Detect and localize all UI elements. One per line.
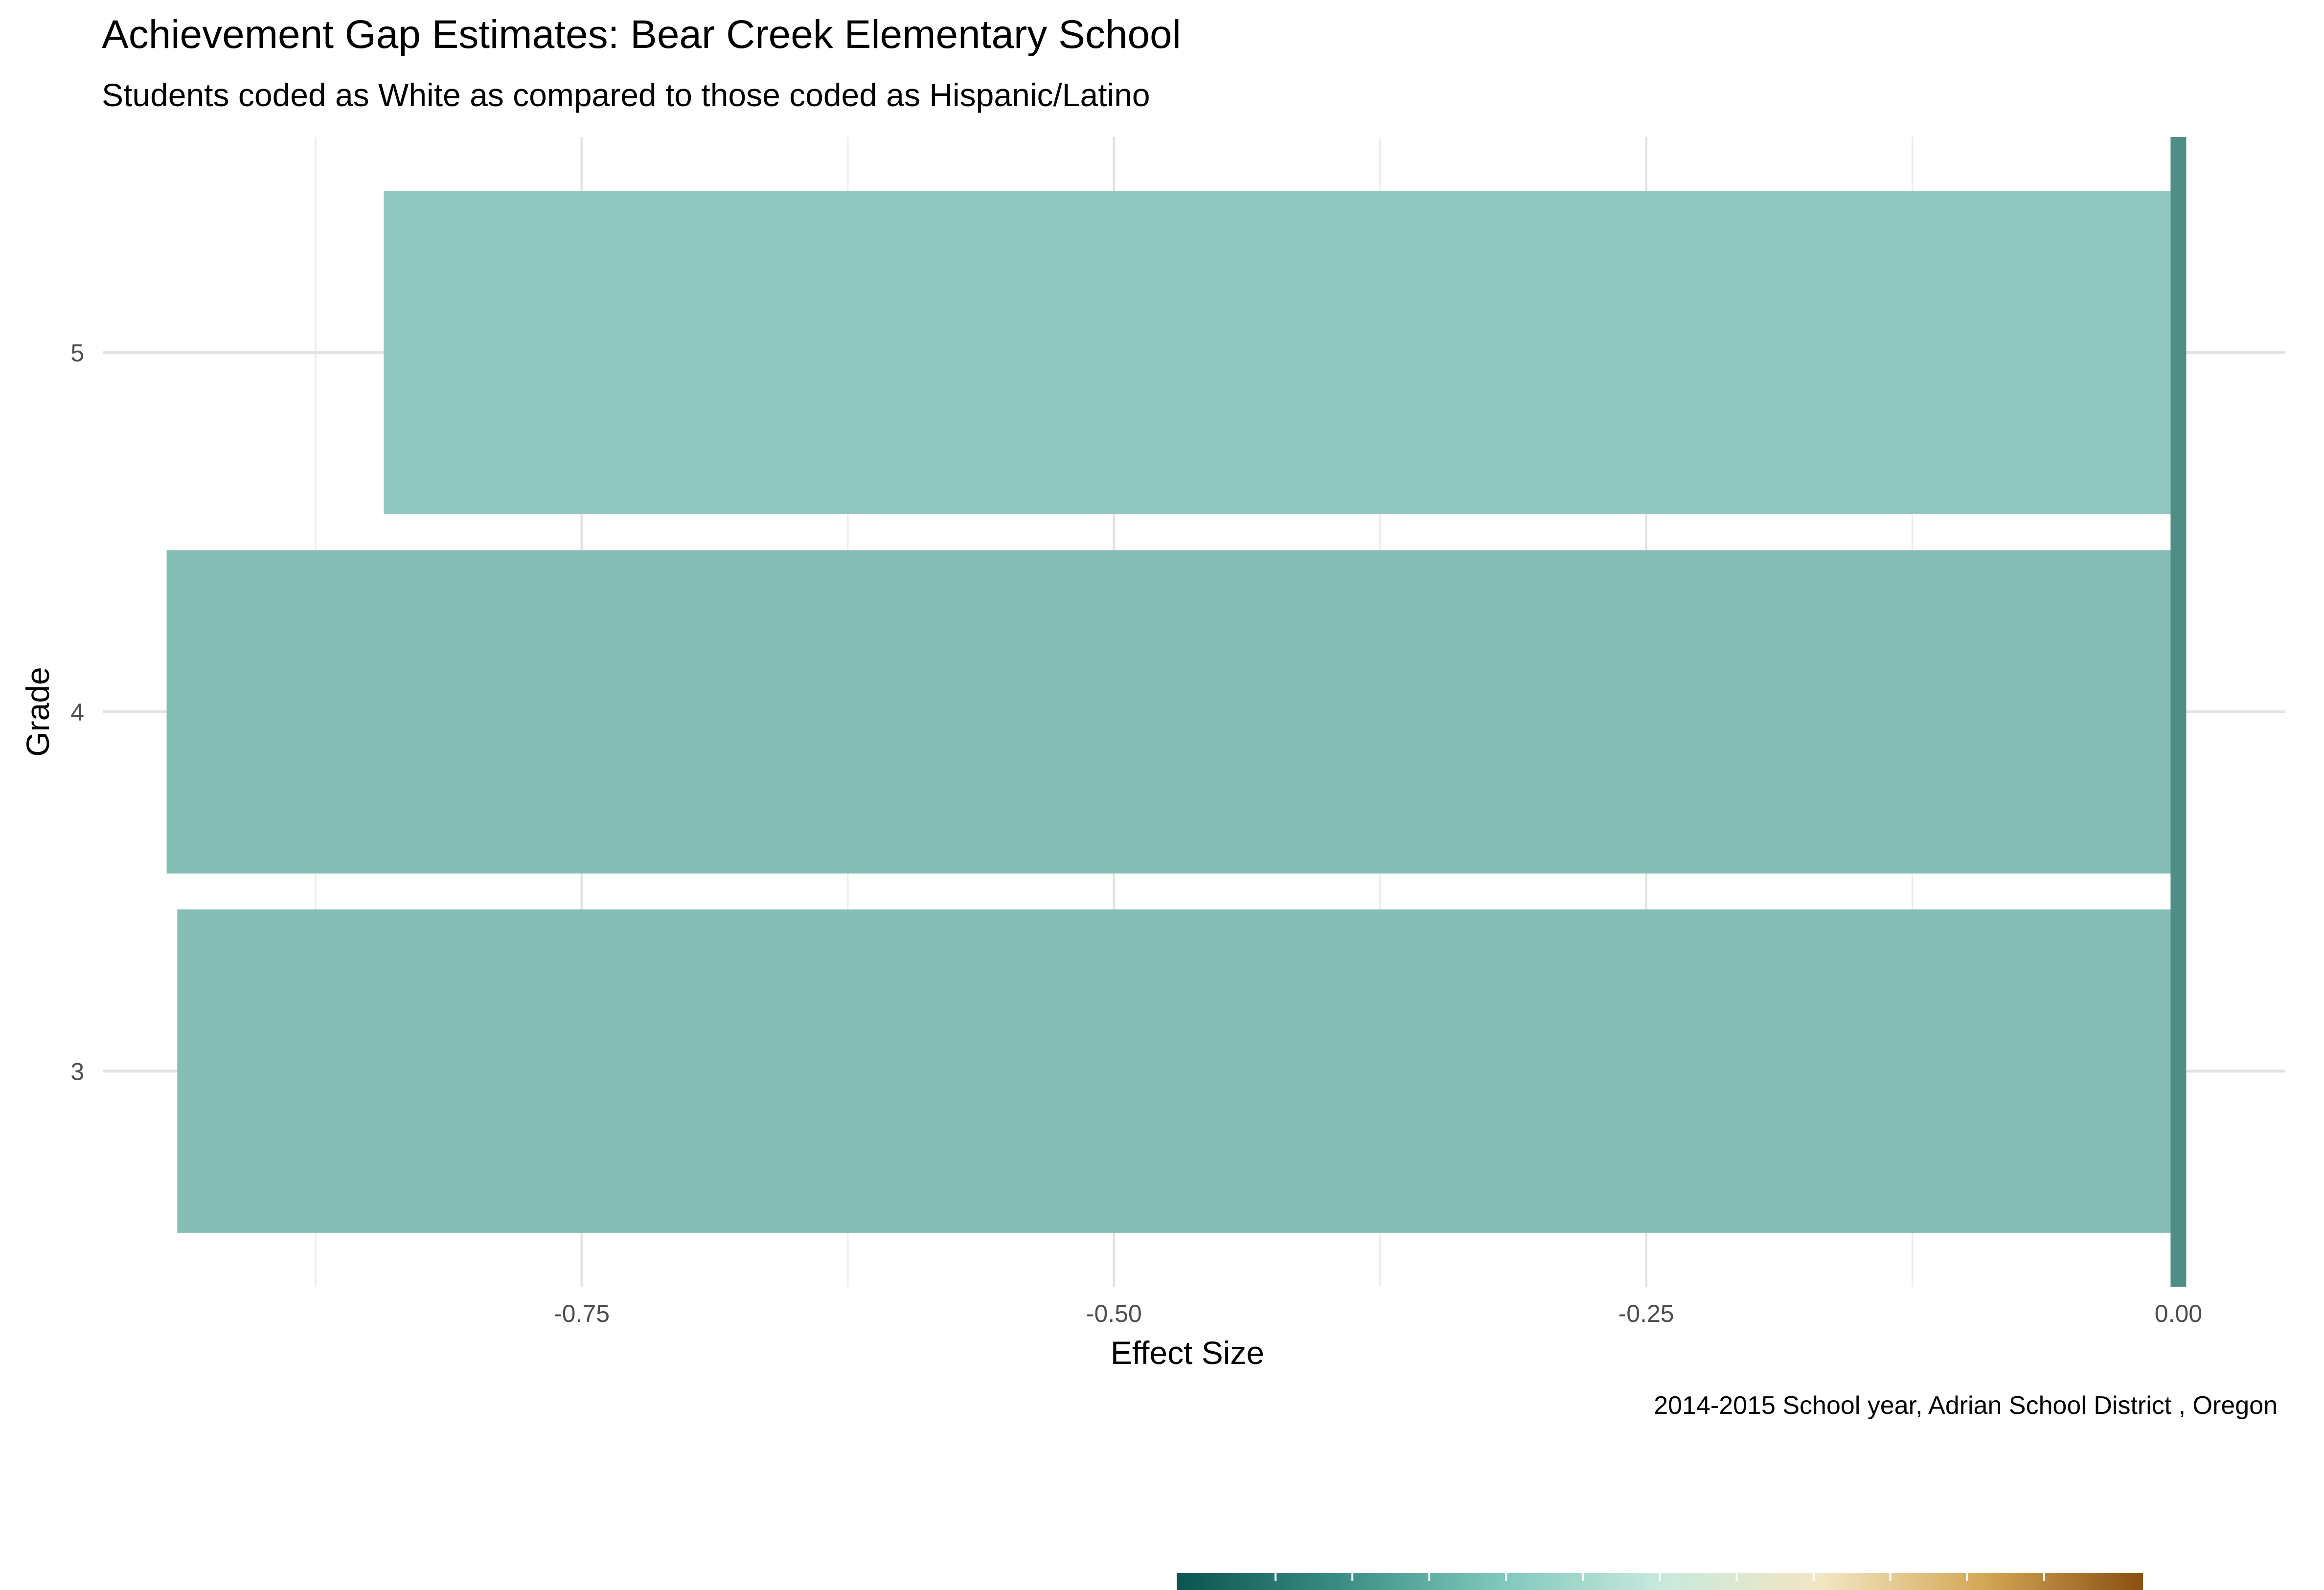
y-tick-label: 5 xyxy=(70,340,84,367)
bar-grade-5 xyxy=(384,191,2179,515)
y-tick-label: 4 xyxy=(70,699,84,726)
chart-subtitle: Students coded as White as compared to t… xyxy=(102,77,1150,113)
bar-grade-4 xyxy=(166,550,2179,874)
x-tick-label: -0.25 xyxy=(1618,1300,1674,1327)
zero-reference-line xyxy=(2170,137,2187,1287)
colorbar-ticks xyxy=(1275,1573,2045,1581)
x-tick-label: -0.75 xyxy=(554,1300,610,1327)
chart-caption: 2014-2015 School year, Adrian School Dis… xyxy=(1654,1391,2278,1420)
legend-colorbar xyxy=(1177,1573,2143,1590)
zero-line xyxy=(2170,137,2187,1287)
y-axis-title: Grade xyxy=(20,667,56,756)
bar-grade-3 xyxy=(177,909,2179,1233)
x-axis-title: Effect Size xyxy=(1111,1335,1264,1371)
x-tick-label: -0.50 xyxy=(1086,1300,1142,1327)
chart-title: Achievement Gap Estimates: Bear Creek El… xyxy=(102,12,1181,57)
bars xyxy=(166,191,2179,1233)
y-tick-labels: 3 4 5 xyxy=(70,340,84,1086)
x-tick-labels: -0.75 -0.50 -0.25 0.00 xyxy=(554,1300,2202,1327)
x-tick-label: 0.00 xyxy=(2155,1300,2202,1327)
y-tick-label: 3 xyxy=(70,1058,84,1085)
